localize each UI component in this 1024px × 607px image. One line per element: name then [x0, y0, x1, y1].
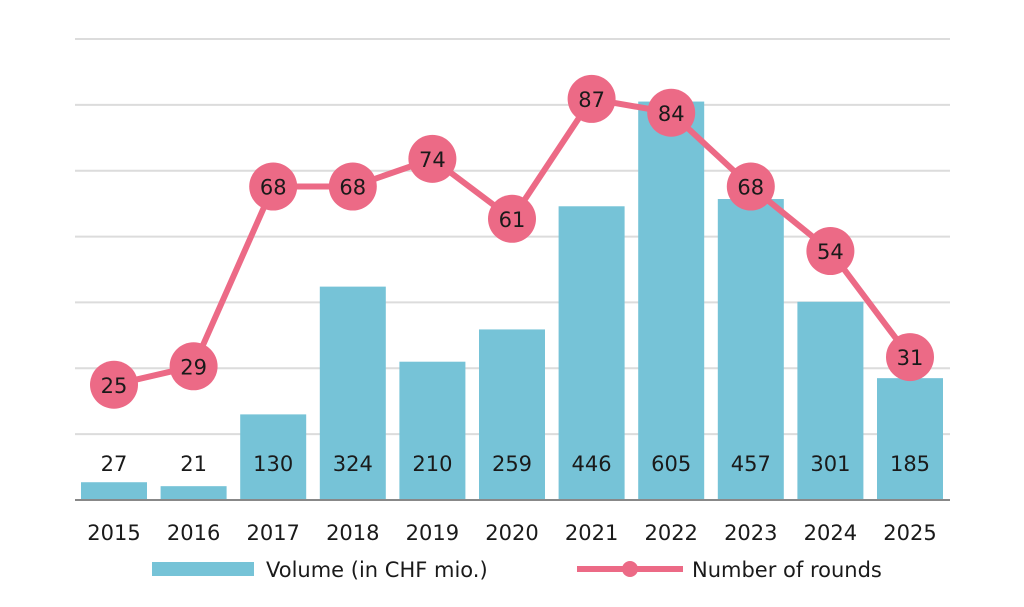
rounds-marker-2020: [488, 194, 536, 243]
bar-label-2015: 27: [101, 452, 128, 476]
x-tick-2022: 2022: [644, 521, 697, 545]
bar-2024: [797, 301, 864, 500]
rounds-marker-2021: [567, 74, 616, 123]
bar-2021: [558, 206, 625, 500]
bar-label-2022: 605: [651, 452, 691, 476]
bar-label-2019: 210: [412, 452, 452, 476]
rounds-label-2021: 87: [578, 88, 605, 112]
bar-label-2021: 446: [572, 452, 612, 476]
bar-label-2023: 457: [731, 452, 771, 476]
x-tick-2017: 2017: [246, 521, 299, 545]
x-tick-2023: 2023: [724, 521, 777, 545]
bar-label-2020: 259: [492, 452, 532, 476]
rounds-label-2022: 84: [658, 102, 685, 126]
bar-label-2025: 185: [890, 452, 930, 476]
rounds-label-2023: 68: [737, 176, 764, 200]
rounds-marker-2022: [647, 88, 696, 137]
bar-label-2018: 324: [333, 452, 373, 476]
legend: Volume (in CHF mio.) Number of rounds: [152, 558, 882, 582]
rounds-marker-2024: [806, 227, 855, 276]
x-tick-2024: 2024: [804, 521, 857, 545]
legend-swatch-rounds-marker: [622, 561, 638, 577]
bar-2019: [399, 361, 466, 500]
bar-label-2016: 21: [180, 452, 207, 476]
x-tick-2025: 2025: [883, 521, 936, 545]
rounds-marker-2017: [249, 162, 298, 211]
rounds-label-2020: 61: [499, 208, 526, 232]
rounds-label-2016: 29: [180, 355, 207, 379]
bar-label-2024: 301: [810, 452, 850, 476]
legend-label-volume: Volume (in CHF mio.): [266, 558, 488, 582]
x-tick-2016: 2016: [167, 521, 220, 545]
rounds-marker-2018: [328, 162, 377, 211]
rounds-label-2025: 31: [897, 346, 924, 370]
bar-2018: [319, 286, 386, 500]
bar-2023: [717, 199, 784, 501]
rounds-label-2024: 54: [817, 240, 844, 264]
rounds-label-2019: 74: [419, 148, 446, 172]
bar-2022: [638, 101, 705, 501]
bar-2017: [240, 414, 307, 500]
rounds-marker-2025: [886, 333, 934, 382]
bar-2015: [81, 482, 147, 500]
x-tick-2018: 2018: [326, 521, 379, 545]
rounds-marker-2019: [408, 134, 457, 183]
x-tick-2021: 2021: [565, 521, 618, 545]
bar-2025: [877, 378, 943, 500]
rounds-marker-2016: [169, 342, 218, 391]
bar-label-2017: 130: [253, 452, 293, 476]
rounds-label-2017: 68: [260, 176, 287, 200]
legend-swatch-volume: [152, 562, 254, 576]
legend-label-rounds: Number of rounds: [692, 558, 882, 582]
rounds-label-2015: 25: [101, 374, 128, 398]
rounds-label-2018: 68: [339, 176, 366, 200]
bar-2020: [479, 329, 545, 500]
x-tick-2020: 2020: [485, 521, 538, 545]
x-tick-2015: 2015: [87, 521, 140, 545]
x-tick-2019: 2019: [406, 521, 459, 545]
rounds-marker-2023: [726, 162, 775, 211]
rounds-marker-2015: [90, 360, 138, 409]
bar-2016: [160, 486, 227, 500]
